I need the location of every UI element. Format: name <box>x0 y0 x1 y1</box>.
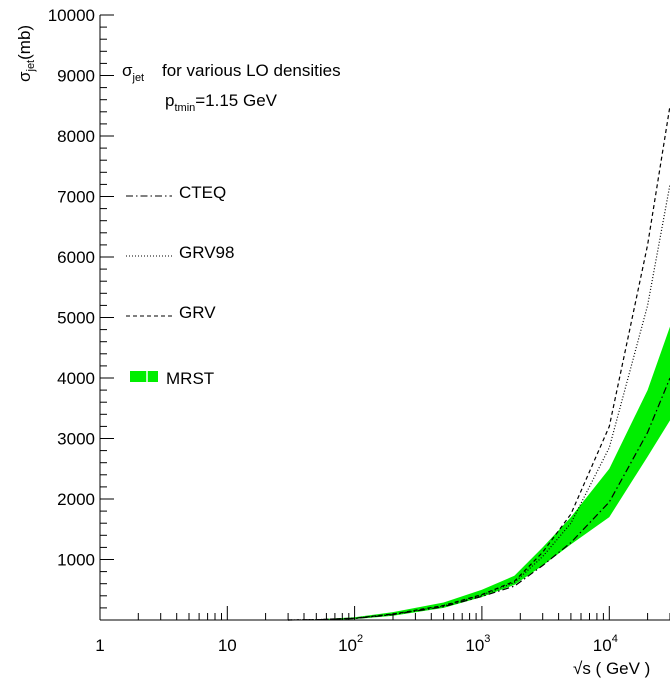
y-tick-label: 8000 <box>57 127 95 146</box>
y-tick-label: 10000 <box>48 6 95 25</box>
x-axis-label: √s ( GeV ) <box>573 659 650 678</box>
annotation-sigma-sub: jet <box>132 72 145 84</box>
y-tick-label: 1000 <box>57 551 95 570</box>
plot-area <box>288 105 670 621</box>
x-tick-label: 102 <box>338 633 363 655</box>
y-tick-label: 6000 <box>57 248 95 267</box>
legend: CTEQ GRV98 GRV MRST <box>126 183 234 388</box>
x-tick-labels: 1 10 102 103 104 <box>95 633 618 655</box>
annotation-p-sub: tmin <box>174 102 195 114</box>
y-axis-label-unit: (mb) <box>15 25 34 60</box>
x-tick-label: 103 <box>465 633 490 655</box>
legend-label-grv98: GRV98 <box>179 243 234 262</box>
y-tick-label: 4000 <box>57 369 95 388</box>
y-minor-ticks <box>100 14 114 621</box>
annotation-p: p <box>165 91 174 110</box>
x-tick-label: 104 <box>593 633 618 655</box>
y-tick-label: 2000 <box>57 490 95 509</box>
series-grv98-line <box>288 184 670 621</box>
legend-swatch-mrst <box>130 371 158 382</box>
series-mrst-band <box>288 326 670 620</box>
y-axis-label: σjet(mb) <box>15 25 37 82</box>
x-minor-ticks <box>99 606 670 620</box>
y-tick-label: 5000 <box>57 309 95 328</box>
x-tick-label: 10 <box>218 636 237 655</box>
annotation-ptmin: ptmin=1.15 GeV <box>165 91 278 114</box>
annotation-sigma: σ <box>122 61 133 80</box>
legend-label-grv: GRV <box>179 303 216 322</box>
y-axis-label-sub: jet <box>25 60 37 73</box>
y-tick-label: 3000 <box>57 430 95 449</box>
legend-label-mrst: MRST <box>166 369 214 388</box>
annotation-title: σjet for various LO densities <box>122 61 341 84</box>
y-axis-label-sigma: σ <box>15 71 34 82</box>
annotation-text: for various LO densities <box>162 61 341 80</box>
y-tick-label: 7000 <box>57 188 95 207</box>
legend-label-cteq: CTEQ <box>179 183 226 202</box>
annotation-p-value: =1.15 GeV <box>195 91 277 110</box>
series-grv-line <box>288 105 670 621</box>
y-tick-label: 9000 <box>57 67 95 86</box>
y-tick-labels: 1000 2000 3000 4000 5000 6000 7000 8000 9000 1000… <box>48 6 95 570</box>
x-tick-label: 1 <box>95 636 104 655</box>
